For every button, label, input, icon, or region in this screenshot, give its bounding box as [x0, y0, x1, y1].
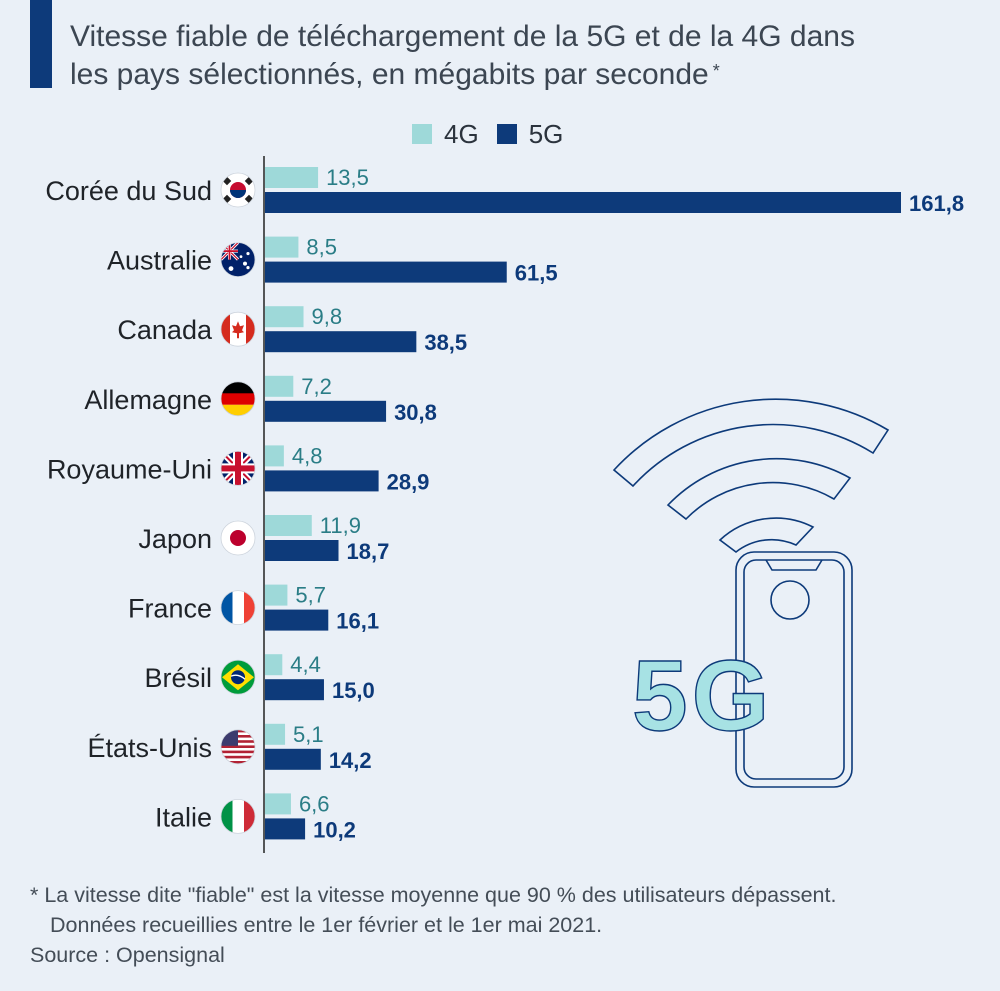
legend-item-4g: 4G [412, 119, 479, 150]
category-label: États-Unis [87, 733, 212, 763]
bar-5g [265, 261, 507, 283]
category-label: Royaume-Uni [47, 454, 212, 484]
footnote: * La vitesse dite "fiable" est la vitess… [30, 880, 990, 940]
title-line-1: Vitesse fiable de téléchargement de la 5… [70, 20, 855, 53]
footnote-line-2: Données recueillies entre le 1er février… [50, 913, 603, 937]
5g-illustration-text: 5G [632, 640, 773, 752]
bar-4g [265, 515, 312, 536]
flag-us-icon [220, 729, 256, 765]
flag-it-icon [220, 799, 256, 834]
title-footnote-marker: * [712, 61, 720, 81]
category-label: Corée du Sud [45, 176, 212, 206]
bar-4g [265, 793, 291, 815]
data-label-4g: 5,1 [293, 722, 324, 747]
bar-4g [265, 445, 284, 467]
data-label-4g: 4,8 [292, 443, 323, 468]
data-label-5g: 38,5 [424, 330, 467, 355]
bar-4g [265, 654, 283, 676]
data-label-4g: 8,5 [306, 235, 337, 260]
data-label-5g: 30,8 [394, 400, 437, 425]
bar-4g [265, 236, 299, 258]
data-label-5g: 16,1 [336, 609, 379, 634]
bar-5g [265, 609, 329, 631]
flag-jp-icon [220, 520, 256, 556]
category-label: France [128, 594, 212, 624]
legend-swatch-4g [412, 124, 432, 144]
data-label-4g: 13,5 [326, 165, 369, 190]
data-label-4g: 4,4 [290, 652, 321, 677]
data-label-5g: 18,7 [347, 539, 390, 564]
footnote-line-1: * La vitesse dite "fiable" est la vitess… [30, 883, 837, 907]
bar-4g [265, 723, 286, 745]
bar-4g [265, 375, 294, 397]
smartphone-icon [735, 551, 853, 788]
bar-5g [265, 192, 901, 213]
data-label-5g: 161,8 [909, 191, 964, 216]
data-label-5g: 61,5 [515, 261, 558, 286]
category-label: Allemagne [84, 385, 212, 415]
category-label: Canada [117, 315, 213, 345]
category-label: Japon [138, 524, 212, 554]
flag-de-icon [220, 381, 256, 417]
flag-br-icon [220, 659, 256, 695]
flag-fr-icon [220, 590, 256, 625]
category-label: Australie [107, 246, 212, 276]
data-label-5g: 10,2 [313, 817, 356, 842]
source-note: Source : Opensignal [30, 943, 225, 967]
legend-swatch-5g [496, 124, 517, 144]
wifi-icon [612, 398, 890, 554]
bar-5g [265, 679, 324, 701]
bar-5g [265, 540, 339, 561]
legend-label-4g: 4G [444, 118, 479, 149]
chart-rows: 13,5 161,8 Corée du Sud 8,5 61,5 Australie 9,8… [45, 165, 964, 842]
flag-ca-icon [220, 311, 256, 347]
flag-kr-icon [220, 172, 256, 208]
bar-5g [265, 331, 417, 353]
flag-au-icon [220, 242, 256, 278]
bar-4g [265, 306, 304, 328]
category-label: Italie [155, 802, 212, 832]
bar-4g [265, 584, 288, 606]
data-label-5g: 15,0 [332, 678, 375, 703]
chart-title: Vitesse fiable de téléchargement de la 5… [70, 18, 970, 94]
data-label-4g: 6,6 [299, 791, 330, 816]
bar-5g [265, 400, 387, 422]
title-line-2: les pays sélectionnés, en mégabits par s… [70, 58, 709, 91]
flag-gb-icon [220, 450, 256, 486]
data-label-5g: 28,9 [387, 469, 430, 494]
data-label-4g: 7,2 [301, 374, 332, 399]
data-label-4g: 11,9 [320, 513, 361, 538]
bar-4g [265, 167, 319, 188]
legend-item-5g: 5G [496, 118, 564, 150]
bar-5g [265, 748, 321, 770]
title-accent-bar [30, 0, 52, 88]
legend: 4G 5G [412, 118, 563, 150]
legend-label-5g: 5G [528, 118, 564, 149]
data-label-4g: 9,8 [312, 304, 343, 329]
bar-5g [265, 470, 379, 492]
data-label-5g: 14,2 [329, 748, 372, 773]
bar-5g [265, 818, 306, 840]
5g-phone-illustration: 5G [612, 398, 890, 788]
data-label-4g: 5,7 [295, 583, 326, 608]
category-label: Brésil [144, 663, 212, 693]
